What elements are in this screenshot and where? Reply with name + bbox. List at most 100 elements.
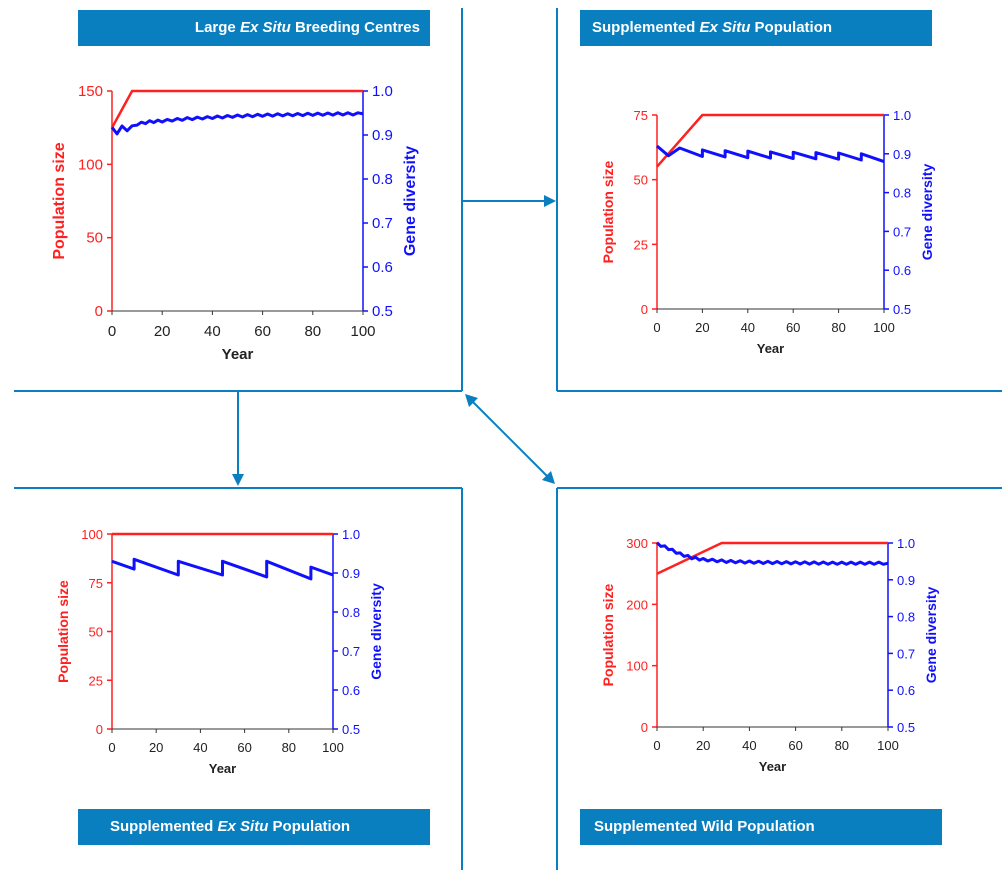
x-tick-label: 20 — [695, 320, 709, 335]
right-tick-label: 0.5 — [342, 722, 360, 737]
x-tick-label: 20 — [149, 740, 163, 755]
y-axis-label-right: Gene diversity — [923, 587, 939, 684]
banner-text-post: Population — [750, 19, 833, 36]
right-tick-label: 0.7 — [342, 644, 360, 659]
y-axis-label-left: Population size — [600, 160, 616, 263]
right-tick-label: 0.7 — [372, 215, 393, 232]
right-tick-label: 0.5 — [897, 720, 915, 735]
left-tick-label: 50 — [634, 173, 648, 188]
x-tick-label: 60 — [254, 323, 271, 340]
right-tick-label: 0.9 — [342, 566, 360, 581]
right-tick-label: 1.0 — [342, 527, 360, 542]
right-tick-label: 0.9 — [893, 147, 911, 162]
banner-text-post: Population — [268, 818, 351, 835]
y-axis-label-left: Population size — [55, 580, 71, 683]
arrow-diagonal-head-down — [542, 471, 555, 484]
arrow-right-head — [544, 195, 556, 207]
left-tick-label: 100 — [78, 156, 103, 173]
left-tick-label: 25 — [89, 673, 103, 688]
gene-diversity-line — [655, 541, 889, 566]
x-tick-label: 100 — [877, 738, 899, 753]
y-axis-label-left: Population size — [600, 583, 616, 686]
right-tick-label: 0.7 — [893, 224, 911, 239]
right-tick-label: 0.6 — [372, 259, 393, 276]
x-tick-label: 20 — [696, 738, 710, 753]
left-tick-label: 100 — [81, 527, 103, 542]
x-tick-label: 0 — [108, 323, 116, 340]
left-tick-label: 75 — [634, 108, 648, 123]
x-tick-label: 40 — [742, 738, 756, 753]
banner-text-em: Ex Situ — [239, 19, 291, 36]
banner-large-ex-situ-breeding-centres: Large Ex Situ Breeding Centres — [78, 10, 430, 46]
x-axis-label: Year — [222, 346, 254, 363]
right-tick-label: 0.6 — [342, 683, 360, 698]
left-tick-label: 150 — [78, 83, 103, 100]
right-tick-label: 0.7 — [897, 646, 915, 661]
left-tick-label: 50 — [86, 230, 103, 247]
banner-text-pre: Supplemented — [592, 19, 700, 36]
left-tick-label: 300 — [626, 536, 648, 551]
right-tick-label: 0.9 — [897, 573, 915, 588]
banner-supplemented-ex-situ-population-top: Supplemented Ex Situ Population — [580, 10, 932, 46]
x-axis-label: Year — [209, 761, 236, 776]
right-tick-label: 0.9 — [372, 127, 393, 144]
arrow-down-head — [232, 474, 244, 486]
banner-text-post: Breeding Centres — [290, 19, 420, 36]
banner-text-em: Ex Situ — [699, 19, 751, 36]
x-axis-label: Year — [757, 341, 784, 356]
x-tick-label: 80 — [835, 738, 849, 753]
x-tick-label: 0 — [653, 320, 660, 335]
left-tick-label: 0 — [95, 303, 103, 320]
x-tick-label: 100 — [322, 740, 344, 755]
population-size-line — [110, 89, 363, 129]
gene-diversity-line — [656, 144, 885, 164]
right-tick-label: 0.8 — [372, 171, 393, 188]
x-tick-label: 40 — [193, 740, 207, 755]
right-tick-label: 0.5 — [372, 303, 393, 320]
banner-supplemented-wild-population: Supplemented Wild Population — [580, 809, 942, 845]
population-size-line — [656, 541, 888, 575]
gene-diversity-line — [111, 557, 334, 581]
banner-supplemented-ex-situ-population-bottom: Supplemented Ex Situ Population — [78, 809, 430, 845]
x-tick-label: 60 — [237, 740, 251, 755]
banner-text-pre: Supplemented — [110, 818, 218, 835]
left-tick-label: 200 — [626, 597, 648, 612]
left-tick-label: 100 — [626, 659, 648, 674]
right-tick-label: 0.6 — [897, 683, 915, 698]
x-tick-label: 60 — [788, 738, 802, 753]
right-tick-label: 1.0 — [372, 83, 393, 100]
left-tick-label: 0 — [641, 302, 648, 317]
right-tick-label: 1.0 — [897, 536, 915, 551]
right-tick-label: 0.5 — [893, 302, 911, 317]
y-axis-label-right: Gene diversity — [919, 164, 935, 261]
y-axis-label-right: Gene diversity — [402, 146, 419, 256]
x-tick-label: 100 — [350, 323, 375, 340]
right-tick-label: 0.8 — [897, 610, 915, 625]
right-tick-label: 0.8 — [893, 186, 911, 201]
left-tick-label: 25 — [634, 237, 648, 252]
left-tick-label: 0 — [96, 722, 103, 737]
arrow-diagonal-head-up — [465, 394, 478, 407]
right-tick-label: 0.6 — [893, 263, 911, 278]
banner-text-em: Ex Situ — [217, 818, 269, 835]
x-tick-label: 100 — [873, 320, 895, 335]
x-tick-label: 40 — [204, 323, 221, 340]
y-axis-label-left: Population size — [51, 142, 68, 259]
x-tick-label: 60 — [786, 320, 800, 335]
gene-diversity-line — [110, 111, 364, 136]
x-axis-label: Year — [759, 759, 786, 774]
x-tick-label: 0 — [653, 738, 660, 753]
x-tick-label: 20 — [154, 323, 171, 340]
left-tick-label: 75 — [89, 576, 103, 591]
x-tick-label: 80 — [304, 323, 321, 340]
x-tick-label: 40 — [741, 320, 755, 335]
y-axis-label-right: Gene diversity — [368, 583, 384, 680]
x-tick-label: 0 — [108, 740, 115, 755]
x-tick-label: 80 — [831, 320, 845, 335]
left-tick-label: 0 — [641, 720, 648, 735]
